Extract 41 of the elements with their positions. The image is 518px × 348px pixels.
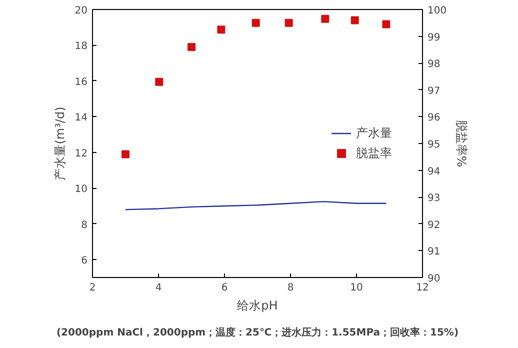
y2-tick-label: 100 bbox=[428, 6, 447, 16]
y2-tick-label: 94 bbox=[428, 166, 440, 178]
y-tick-label: 12 bbox=[74, 148, 88, 160]
point bbox=[321, 14, 330, 23]
y-tick-label: 18 bbox=[74, 41, 88, 52]
legend-label: 脱盐率 bbox=[356, 144, 392, 162]
line-series bbox=[124, 200, 387, 210]
y2-tick-label: 93 bbox=[428, 193, 440, 204]
y-tick-label: 14 bbox=[74, 112, 88, 124]
y2-tick-label: 95 bbox=[428, 140, 440, 150]
y2-tick-label: 91 bbox=[428, 246, 440, 258]
x-tick-label: 6 bbox=[221, 282, 228, 294]
y-tick-label: 8 bbox=[81, 220, 88, 231]
y-tick-label: 16 bbox=[74, 76, 88, 88]
y2-tick-label: 90 bbox=[428, 274, 440, 284]
y-tick-label: 6 bbox=[81, 256, 88, 267]
point bbox=[382, 20, 390, 28]
x-tick-label: 10 bbox=[350, 282, 363, 294]
point bbox=[350, 16, 359, 24]
x-tick-label: 4 bbox=[155, 282, 162, 294]
point bbox=[252, 18, 260, 27]
y-tick-label: 10 bbox=[74, 184, 88, 196]
y2-tick-label: 92 bbox=[428, 220, 440, 231]
x-axis-title: 给水pH bbox=[237, 298, 278, 312]
y2-tick-label: 97 bbox=[428, 86, 440, 97]
y2-tick-label: 96 bbox=[428, 112, 440, 124]
x-tick-label: 2 bbox=[89, 282, 96, 294]
point bbox=[155, 78, 164, 86]
point bbox=[122, 150, 130, 158]
point bbox=[217, 26, 226, 34]
legend-label: 产水量 bbox=[356, 124, 392, 142]
text: (2000ppm NaCl，2000ppm；温度：25℃；进水压力：1.55MPa；回收率：15%) bbox=[56, 326, 459, 338]
point bbox=[188, 43, 196, 52]
x-tick-label: 8 bbox=[287, 282, 294, 294]
y-axis-title: 产水量(m³/d) bbox=[52, 106, 67, 180]
x-tick-label: 12 bbox=[416, 282, 429, 294]
y-tick-label: 20 bbox=[74, 6, 88, 16]
y2-tick-label: 99 bbox=[428, 32, 440, 44]
y2-axis-title: 脱盐率% bbox=[454, 120, 469, 168]
point bbox=[284, 18, 293, 27]
y2-tick-label: 98 bbox=[428, 59, 440, 70]
